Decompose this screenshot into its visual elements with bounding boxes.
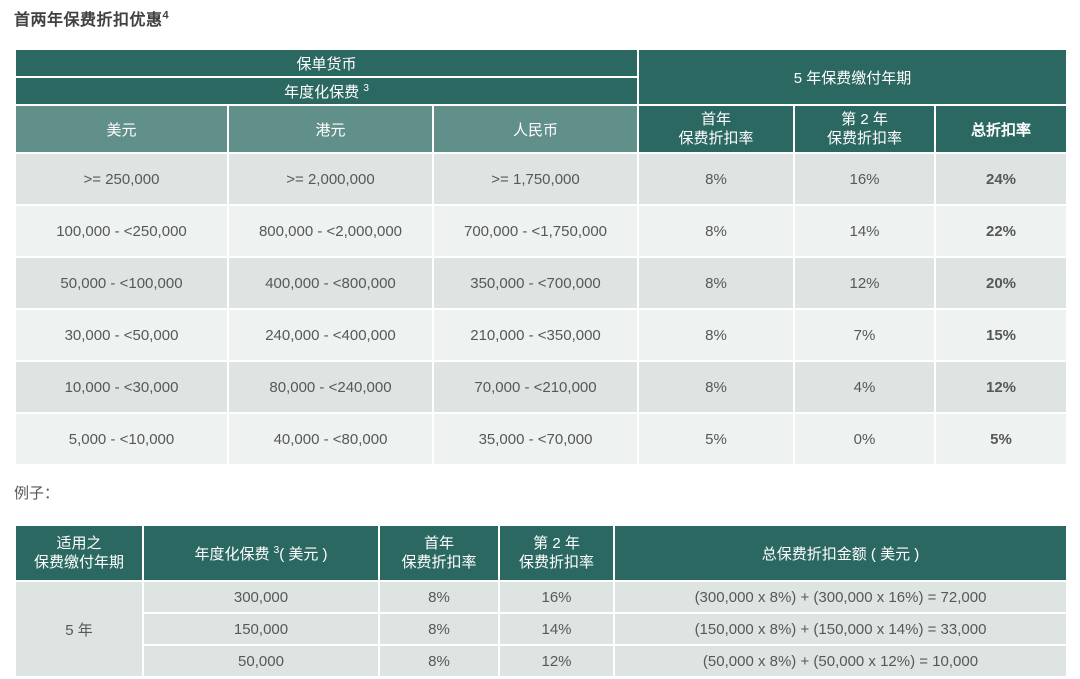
- first-year-discount: 8%: [378, 612, 500, 646]
- usd-range: 10,000 - <30,000: [14, 360, 229, 414]
- table-row: 50,000 8% 12% (50,000 x 8%) + (50,000 x …: [15, 644, 1068, 678]
- table-row: >= 250,000 >= 2,000,000 >= 1,750,000 8% …: [14, 152, 1069, 206]
- second-year-discount: 4%: [793, 360, 937, 414]
- total-discount: 24%: [934, 152, 1069, 206]
- second-year-rate-header: 第 2 年 保费折扣率: [498, 524, 615, 582]
- total-discount: 22%: [934, 204, 1069, 258]
- table-row: 30,000 - <50,000 240,000 - <400,000 210,…: [14, 308, 1069, 362]
- second-year-discount: 0%: [793, 412, 937, 466]
- hkd-range: >= 2,000,000: [227, 152, 434, 206]
- page-title-text: 首两年保费折扣优惠: [14, 12, 163, 29]
- total-discount: 20%: [934, 256, 1069, 310]
- total-discount: 5%: [934, 412, 1069, 466]
- hkd-range: 240,000 - <400,000: [227, 308, 434, 362]
- table-row: 10,000 - <30,000 80,000 - <240,000 70,00…: [14, 360, 1069, 414]
- page-title: 首两年保费折扣优惠4: [14, 6, 169, 30]
- second-year-rate-header: 第 2 年 保费折扣率: [793, 104, 937, 154]
- second-year-rate-line2: 保费折扣率: [518, 554, 594, 571]
- payment-term-line2: 保费缴付年期: [33, 554, 124, 571]
- first-year-rate-line1: 首年: [701, 110, 732, 128]
- second-year-discount: 16%: [498, 580, 615, 614]
- table-row: 150,000 8% 14% (150,000 x 8%) + (150,000…: [15, 612, 1068, 646]
- rmb-column-header: 人民币: [431, 104, 640, 154]
- first-year-discount: 8%: [378, 644, 500, 678]
- second-year-discount: 14%: [498, 612, 615, 646]
- annualized-premium-usd-header: 年度化保费 3( 美元 ): [142, 524, 380, 582]
- first-year-discount: 8%: [378, 580, 500, 614]
- total-discount-amount-header: 总保费折扣金额 ( 美元 ): [613, 524, 1068, 582]
- hkd-range: 800,000 - <2,000,000: [227, 204, 434, 258]
- premium-amount: 150,000: [142, 612, 380, 646]
- rmb-range: 210,000 - <350,000: [431, 308, 640, 362]
- second-year-discount: 12%: [498, 644, 615, 678]
- annualized-premium-unit: ( 美元 ): [279, 545, 328, 563]
- usd-range: 100,000 - <250,000: [14, 204, 229, 258]
- rmb-range: 700,000 - <1,750,000: [431, 204, 640, 258]
- payment-term-header: 5 年保费缴付年期: [637, 48, 1069, 106]
- payment-term-column-header: 适用之 保费缴付年期: [14, 524, 144, 582]
- discount-formula: (50,000 x 8%) + (50,000 x 12%) = 10,000: [613, 644, 1068, 678]
- first-year-rate-line1: 首年: [423, 534, 454, 552]
- usd-range: >= 250,000: [14, 152, 229, 206]
- first-year-rate-header: 首年 保费折扣率: [378, 524, 500, 582]
- second-year-rate-line2: 保费折扣率: [827, 130, 903, 147]
- header-row-policy-currency: 保单货币 5 年保费缴付年期: [13, 48, 1069, 106]
- example-label: 例子：: [14, 485, 60, 502]
- title-superscript: 4: [162, 9, 170, 22]
- first-year-rate-line2: 保费折扣率: [678, 130, 754, 147]
- second-year-rate-line1: 第 2 年: [841, 110, 888, 128]
- second-year-rate-line1: 第 2 年: [533, 534, 580, 552]
- rmb-range: 350,000 - <700,000: [431, 256, 640, 310]
- example-header-row: 适用之 保费缴付年期 年度化保费 3( 美元 ) 首年 保费折扣率 第 2 年 …: [14, 524, 1068, 582]
- rmb-range: 35,000 - <70,000: [431, 412, 640, 466]
- table-row: 50,000 - <100,000 400,000 - <800,000 350…: [14, 256, 1069, 310]
- hkd-column-header: 港元: [227, 104, 434, 154]
- table-row: 5,000 - <10,000 40,000 - <80,000 35,000 …: [14, 412, 1069, 466]
- second-year-discount: 7%: [793, 308, 937, 362]
- second-year-discount: 12%: [793, 256, 937, 310]
- payment-term-value: 5 年: [14, 580, 144, 678]
- discount-table: 保单货币 5 年保费缴付年期 年度化保费 3 美元 港元 人民币 首年 保费折扣…: [13, 48, 1069, 466]
- hkd-range: 400,000 - <800,000: [227, 256, 434, 310]
- first-year-discount: 5%: [637, 412, 796, 466]
- usd-range: 50,000 - <100,000: [14, 256, 229, 310]
- hkd-range: 80,000 - <240,000: [227, 360, 434, 414]
- header-row-columns: 美元 港元 人民币 首年 保费折扣率 第 2 年 保费折扣率 总折扣率: [14, 104, 1069, 154]
- total-rate-header: 总折扣率: [934, 104, 1069, 154]
- example-table: 适用之 保费缴付年期 年度化保费 3( 美元 ) 首年 保费折扣率 第 2 年 …: [14, 524, 1068, 678]
- usd-range: 5,000 - <10,000: [14, 412, 229, 466]
- total-discount: 15%: [934, 308, 1069, 362]
- first-year-discount: 8%: [637, 256, 796, 310]
- first-year-discount: 8%: [637, 152, 796, 206]
- second-year-discount: 16%: [793, 152, 937, 206]
- first-year-discount: 8%: [637, 308, 796, 362]
- annualized-premium-superscript: 3: [363, 82, 369, 94]
- discount-formula: (300,000 x 8%) + (300,000 x 16%) = 72,00…: [613, 580, 1068, 614]
- payment-term-line1: 适用之: [56, 534, 102, 552]
- policy-currency-header: 保单货币: [13, 48, 640, 78]
- annualized-premium-superscript: 3: [273, 544, 280, 556]
- table-row: 100,000 - <250,000 800,000 - <2,000,000 …: [14, 204, 1069, 258]
- first-year-discount: 8%: [637, 360, 796, 414]
- usd-range: 30,000 - <50,000: [14, 308, 229, 362]
- first-year-rate-line2: 保费折扣率: [401, 554, 477, 571]
- discount-formula: (150,000 x 8%) + (150,000 x 14%) = 33,00…: [613, 612, 1068, 646]
- annualized-premium-text: 年度化保费: [284, 83, 360, 101]
- hkd-range: 40,000 - <80,000: [227, 412, 434, 466]
- annualized-premium-text: 年度化保费: [194, 545, 270, 563]
- usd-column-header: 美元: [14, 104, 229, 154]
- premium-amount: 300,000: [142, 580, 380, 614]
- premium-amount: 50,000: [142, 644, 380, 678]
- second-year-discount: 14%: [793, 204, 937, 258]
- first-year-rate-header: 首年 保费折扣率: [637, 104, 796, 154]
- rmb-range: 70,000 - <210,000: [431, 360, 640, 414]
- first-year-discount: 8%: [637, 204, 796, 258]
- table-row: 5 年 300,000 8% 16% (300,000 x 8%) + (300…: [14, 580, 1068, 678]
- header-row-annualized-premium: 年度化保费 3: [13, 76, 1067, 106]
- total-discount: 12%: [934, 360, 1069, 414]
- rmb-range: >= 1,750,000: [431, 152, 640, 206]
- annualized-premium-header: 年度化保费 3: [13, 76, 640, 106]
